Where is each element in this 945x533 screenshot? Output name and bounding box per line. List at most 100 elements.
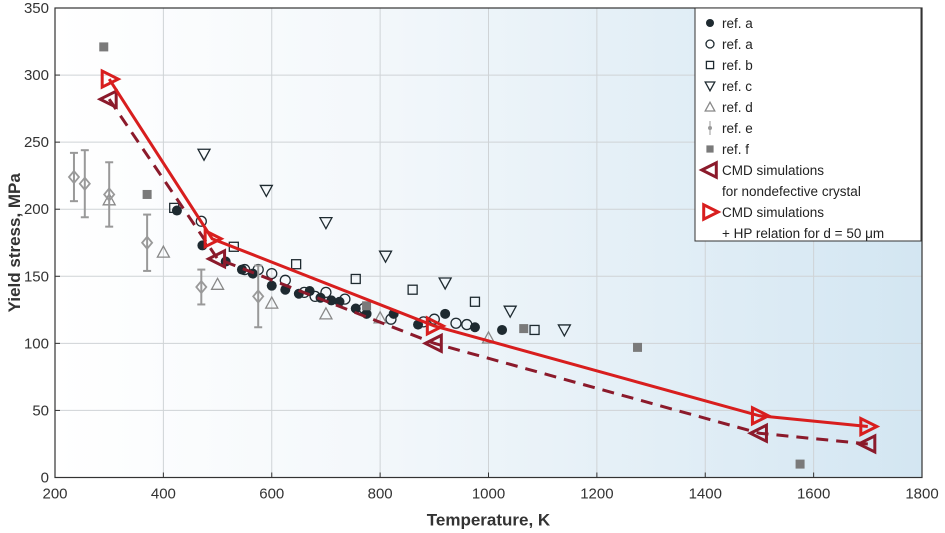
legend-label: ref. a	[722, 16, 753, 31]
ref-a-open-point	[309, 290, 321, 303]
x-tick-label: 1400	[689, 486, 722, 503]
ref-c-point	[438, 277, 453, 291]
x-tick-label: 1200	[580, 486, 613, 503]
legend-label: CMD simulations	[722, 205, 824, 220]
ref-d-point	[481, 330, 496, 344]
ref-b-point	[169, 202, 180, 214]
ref-d-point	[264, 295, 279, 309]
ref-a-filled-point	[266, 280, 277, 291]
legend-label: ref. c	[722, 79, 752, 94]
ref-a-filled-point	[350, 303, 361, 314]
ref-a-filled-point	[497, 324, 508, 335]
ref-f-point	[362, 301, 372, 311]
ref-b-point	[705, 60, 715, 70]
ref-f-point	[519, 324, 529, 334]
ref-c-point	[557, 324, 572, 338]
ref-d-point	[704, 100, 716, 112]
ref-e-point	[195, 279, 208, 295]
cmd-hp-point	[425, 315, 447, 337]
ref-a-filled-point	[326, 295, 337, 306]
cmd-hp-point	[859, 416, 881, 437]
ref-a-open-point	[705, 39, 715, 49]
ref-e-point	[67, 169, 81, 185]
legend-label: ref. d	[722, 100, 753, 115]
x-tick-label: 200	[42, 486, 67, 503]
ref-a-open-point	[461, 318, 473, 331]
cmd-nondefective-line	[107, 98, 868, 446]
series-left-triangle	[96, 88, 877, 455]
ref-c-point	[704, 81, 716, 93]
series-open-circle	[195, 215, 473, 331]
legend-label-line2: for nondefective crystal	[722, 184, 861, 199]
ref-a-open-point	[385, 313, 397, 325]
y-tick-label: 200	[24, 201, 49, 218]
y-tick-label: 100	[24, 335, 49, 352]
series-down-triangle	[196, 148, 572, 338]
ref-b-point	[290, 259, 302, 270]
legend-label: ref. a	[722, 37, 753, 52]
legend: ref. a ref. a ref. b ref. c ref. d ref. e ref.…	[694, 7, 922, 242]
legend-label: ref. f	[722, 142, 749, 157]
ref-c-point	[378, 250, 393, 264]
ref-b-point	[350, 273, 361, 285]
cmd-nondefective-point	[205, 248, 227, 270]
x-tick-label: 1600	[797, 486, 830, 503]
cmd-nondefective-point	[96, 88, 118, 110]
ref-a-open-point	[298, 286, 310, 299]
series-diamond-errorbar	[67, 149, 265, 329]
ref-c-point	[259, 184, 274, 198]
legend-label: ref. e	[722, 121, 753, 136]
cmd-hp-point	[100, 68, 122, 90]
cmd-hp-line	[107, 78, 868, 429]
cmd-nondefective-point	[698, 160, 718, 180]
x-tick-label: 1800	[905, 486, 938, 503]
ref-c-point	[318, 216, 334, 230]
y-tick-label: 300	[24, 67, 49, 84]
ref-a-filled-point	[236, 264, 247, 275]
legend-label: ref. b	[722, 58, 753, 73]
x-axis-label: Temperature, K	[427, 511, 551, 530]
x-tick-label: 1000	[472, 486, 505, 503]
ref-f-point	[99, 42, 109, 52]
ref-d-point	[156, 244, 171, 258]
legend-box	[694, 7, 922, 242]
y-tick-label: 0	[41, 470, 49, 487]
ref-b-point	[407, 284, 418, 295]
cmd-hp-point	[702, 202, 722, 222]
ref-a-open-point	[195, 215, 207, 227]
ref-d-point	[318, 306, 334, 320]
ref-a-open-point	[450, 317, 462, 329]
ref-e-point	[103, 187, 116, 202]
ref-f-point	[142, 189, 152, 199]
ref-c-point	[196, 148, 212, 162]
cmd-nondefective-point	[747, 422, 768, 444]
ref-a-open-point	[339, 293, 351, 305]
ref-a-filled-point	[440, 308, 451, 319]
plot-frame	[54, 7, 923, 479]
ref-b-point	[469, 296, 481, 307]
cmd-nondefective-point	[421, 332, 443, 354]
series-open-square	[169, 202, 540, 336]
cmd-nondefective-point	[855, 433, 877, 455]
ref-f-point	[795, 459, 805, 469]
y-tick-label: 250	[24, 134, 49, 151]
y-tick-label: 50	[32, 402, 49, 419]
ref-f-point	[706, 145, 714, 153]
x-tick-label: 400	[151, 486, 176, 503]
y-axis-label: Yield stress, MPa	[5, 173, 24, 313]
ref-e-point	[140, 235, 154, 251]
series-right-triangle	[100, 68, 881, 437]
cmd-hp-point	[750, 405, 772, 427]
ref-a-filled-point	[706, 19, 714, 27]
ref-a-filled-point	[171, 205, 182, 216]
ref-e-point	[252, 289, 265, 304]
legend-label-line2: + HP relation for d = 50 μm	[722, 226, 884, 241]
legend-label: CMD simulations	[722, 163, 824, 178]
ref-a-open-point	[320, 286, 332, 299]
ref-e-point	[78, 176, 91, 192]
x-tick-label: 800	[368, 486, 393, 503]
ref-c-point	[503, 305, 518, 319]
ref-a-open-point	[239, 263, 251, 276]
